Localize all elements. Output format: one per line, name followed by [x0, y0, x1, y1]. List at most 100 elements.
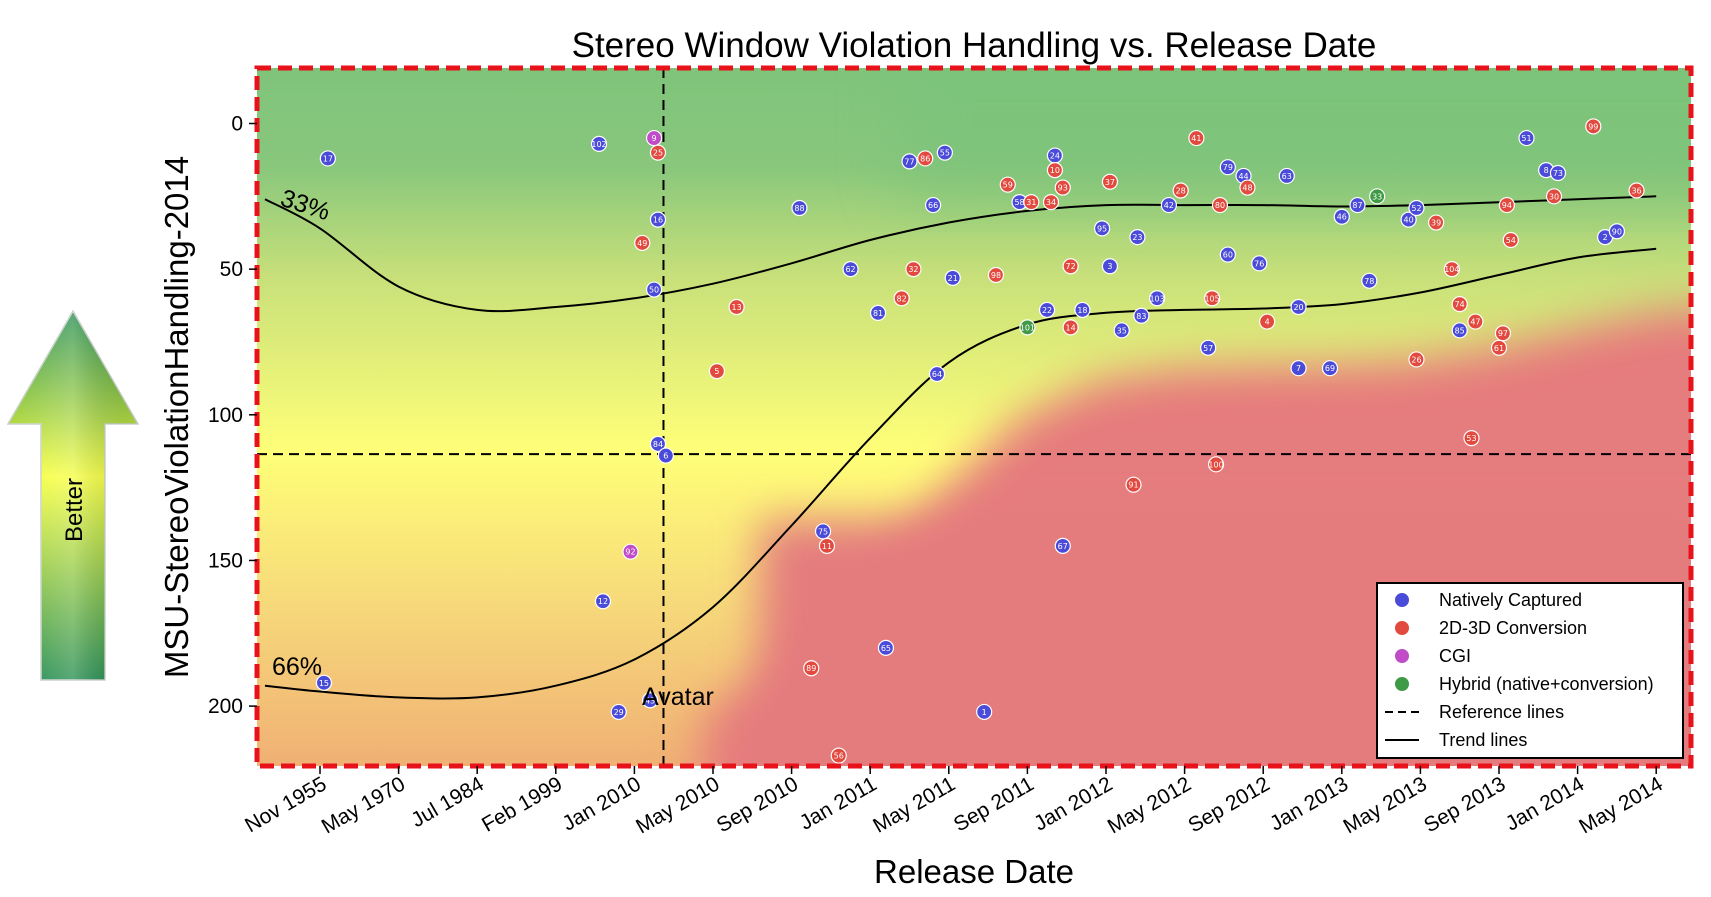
point-2d-3d-conversion-39: 39 [1428, 214, 1445, 231]
point-natively-captured-29: 29 [610, 703, 627, 721]
point-marker [1074, 301, 1091, 319]
point-natively-captured-78: 78 [1361, 272, 1378, 289]
legend-label: Trend lines [1439, 730, 1527, 750]
point-marker [1628, 182, 1645, 199]
point-label: 2 [1603, 233, 1608, 242]
point-2d-3d-conversion-13: 13 [728, 298, 745, 316]
point-marker [944, 269, 961, 286]
reference-lines [257, 68, 1691, 766]
point-marker [1463, 430, 1480, 447]
x-tick-label: Nov 1955 [241, 772, 330, 837]
point-marker [1023, 194, 1040, 211]
point-label: 35 [1117, 326, 1127, 335]
point-label: 52 [1411, 204, 1421, 213]
point-marker [1160, 196, 1177, 214]
point-label: 63 [1282, 172, 1292, 181]
point-label: 93 [1058, 184, 1068, 193]
point-2d-3d-conversion-10: 10 [1046, 162, 1064, 179]
point-label: 105 [1204, 294, 1219, 303]
point-marker [936, 144, 953, 161]
point-marker [1062, 258, 1079, 275]
point-2d-3d-conversion-82: 82 [893, 290, 910, 307]
point-natively-captured-2: 2 [1597, 229, 1614, 246]
point-label: 15 [319, 679, 329, 688]
x-tick-label: Sep 2011 [950, 772, 1038, 836]
point-2d-3d-conversion-98: 98 [987, 266, 1005, 284]
point-label: 21 [948, 274, 958, 283]
point-2d-3d-conversion-41: 41 [1188, 129, 1205, 147]
point-label: 104 [1444, 265, 1459, 274]
legend-label: 2D-3D Conversion [1439, 618, 1587, 638]
point-natively-captured-43: 43 [642, 692, 659, 709]
point-marker [1200, 339, 1217, 356]
point-natively-captured-88: 88 [791, 199, 808, 217]
point-marker [1451, 296, 1468, 313]
point-label: 48 [1242, 184, 1252, 193]
point-2d-3d-conversion-91: 91 [1125, 476, 1142, 493]
point-marker [1046, 162, 1064, 179]
point-label: 67 [1058, 542, 1068, 551]
point-marker [1428, 214, 1445, 231]
better-arrow: Better [6, 309, 140, 681]
point-natively-captured-69: 69 [1321, 360, 1339, 377]
point-label: 83 [1136, 312, 1146, 321]
point-label: 85 [1455, 326, 1465, 335]
point-2d-3d-conversion-37: 37 [1101, 173, 1119, 190]
point-2d-3d-conversion-4: 4 [1259, 313, 1276, 330]
point-natively-captured-75: 75 [814, 523, 832, 540]
avatar-label: Avatar [642, 683, 714, 711]
point-marker [642, 692, 659, 709]
point-2d-3d-conversion-30: 30 [1545, 188, 1563, 205]
point-marker [649, 211, 667, 228]
point-marker [1133, 307, 1150, 324]
x-tick-label: May 2011 [869, 772, 959, 837]
point-2d-3d-conversion-53: 53 [1463, 430, 1480, 447]
point-marker [1443, 261, 1460, 278]
point-label: 55 [940, 149, 950, 158]
point-marker [1207, 456, 1225, 473]
point-marker [1545, 188, 1563, 205]
point-natively-captured-18: 18 [1074, 301, 1091, 319]
point-natively-captured-60: 60 [1219, 246, 1236, 263]
point-natively-captured-83: 83 [1133, 307, 1150, 324]
point-2d-3d-conversion-25: 25 [649, 144, 667, 161]
legend-marker [1394, 592, 1410, 608]
point-marker [1148, 290, 1166, 307]
legend-label: Hybrid (native+conversion) [1439, 674, 1654, 694]
point-natively-captured-51: 51 [1518, 129, 1535, 147]
point-cgi-9: 9 [645, 129, 663, 147]
point-label: 11 [822, 542, 832, 551]
point-marker [905, 261, 922, 278]
point-label: 18 [1077, 306, 1087, 315]
legend-entry: 2D-3D Conversion [1394, 618, 1587, 638]
point-natively-captured-79: 79 [1219, 159, 1236, 176]
x-axis-title: Release Date [874, 853, 1074, 890]
point-marker [634, 234, 651, 252]
point-marker [1608, 223, 1626, 240]
point-label: 94 [1502, 201, 1512, 210]
point-natively-captured-90: 90 [1608, 223, 1626, 240]
point-label: 88 [794, 204, 804, 213]
point-label: 74 [1455, 300, 1465, 309]
point-label: 37 [1105, 178, 1115, 187]
point-marker [1518, 129, 1535, 147]
point-2d-3d-conversion-97: 97 [1494, 325, 1512, 342]
point-label: 56 [834, 752, 844, 761]
point-label: 8 [1544, 166, 1549, 175]
point-label: 84 [653, 440, 663, 449]
point-label: 26 [1411, 355, 1421, 364]
point-marker [645, 281, 663, 298]
point-label: 32 [908, 265, 918, 274]
point-natively-captured-102: 102 [590, 135, 608, 152]
x-tick-label: May 2013 [1340, 772, 1431, 838]
point-label: 30 [1549, 192, 1559, 201]
point-marker [708, 363, 726, 380]
legend-box [1376, 582, 1684, 759]
point-natively-captured-66: 66 [924, 196, 942, 214]
point-marker [1321, 360, 1339, 377]
point-2d-3d-conversion-100: 100 [1207, 456, 1225, 473]
legend-label: Natively Captured [1439, 590, 1582, 610]
point-2d-3d-conversion-36: 36 [1628, 182, 1645, 199]
point-natively-captured-81: 81 [869, 304, 887, 321]
